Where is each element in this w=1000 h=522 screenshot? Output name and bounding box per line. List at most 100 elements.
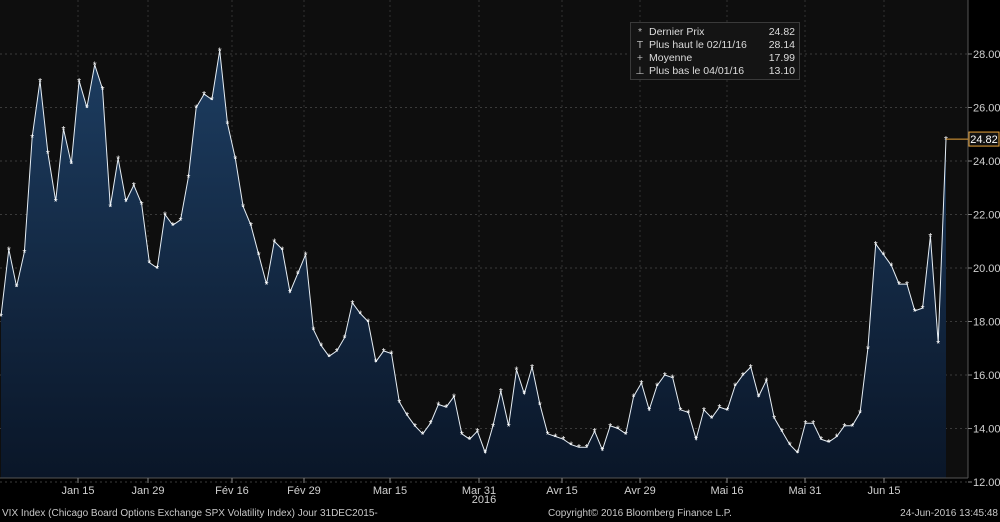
data-point-marker: *	[725, 406, 729, 417]
data-point-marker: *	[140, 200, 144, 211]
data-point-marker: *	[241, 202, 245, 213]
x-tick-label: Jun 15	[867, 485, 900, 497]
data-point-marker: *	[249, 221, 253, 232]
data-point-marker: *	[686, 408, 690, 419]
data-point-marker: *	[593, 427, 597, 438]
x-tick-label: Mai 16	[710, 485, 743, 497]
data-point-marker: *	[663, 371, 667, 382]
legend-row-high: T Plus haut le 02/11/16 28.14	[635, 39, 795, 51]
data-point-marker: *	[343, 334, 347, 345]
data-point-marker: *	[796, 449, 800, 460]
data-point-marker: *	[155, 264, 159, 275]
data-point-marker: *	[577, 443, 581, 454]
data-point-marker: *	[468, 435, 472, 446]
data-point-marker: *	[835, 433, 839, 444]
data-point-marker: *	[702, 406, 706, 417]
data-point-marker: *	[335, 347, 339, 358]
data-point-marker: *	[382, 347, 386, 358]
data-point-marker: *	[538, 400, 542, 411]
y-tick-label: 26.00	[973, 103, 1000, 115]
last-value-marker: 24.82	[946, 131, 1000, 147]
data-point-marker: *	[171, 221, 175, 232]
data-point-marker: *	[38, 77, 42, 88]
data-point-marker: *	[257, 251, 261, 262]
data-point-marker: *	[116, 154, 120, 165]
x-tick-label: Fév 29	[287, 485, 321, 497]
data-point-marker: *	[69, 160, 73, 171]
data-point-marker: *	[147, 259, 151, 270]
legend-label: Plus haut le 02/11/16	[649, 39, 747, 51]
data-point-marker: *	[327, 352, 331, 363]
legend-row-average: + Moyenne 17.99	[635, 52, 795, 64]
data-point-marker: *	[850, 422, 854, 433]
data-point-marker: *	[741, 371, 745, 382]
y-tick-label: 16.00	[973, 370, 1000, 382]
data-point-marker: *	[772, 414, 776, 425]
x-tick-label: Avr 15	[546, 485, 578, 497]
data-point-marker: *	[62, 125, 66, 136]
data-point-marker: *	[585, 443, 589, 454]
series-line	[0, 50, 947, 455]
data-point-marker: *	[30, 133, 34, 144]
data-point-marker: *	[780, 427, 784, 438]
last-value-box	[968, 131, 1000, 147]
legend-symbol: +	[636, 52, 644, 64]
last-value-label: 24.82	[970, 134, 998, 146]
legend-value: 24.82	[768, 26, 795, 38]
legend-row-last-price: * Dernier Prix 24.82	[635, 26, 795, 38]
data-point-marker: *	[483, 449, 487, 460]
data-point-marker: *	[108, 202, 112, 213]
y-tick-label: 20.00	[973, 263, 1000, 275]
footer-timestamp: 24-Jun-2016 13:45:48	[900, 508, 998, 519]
data-point-marker: *	[897, 280, 901, 291]
series-area-fill	[1, 50, 946, 479]
data-point-marker: *	[655, 382, 659, 393]
data-point-marker: *	[507, 422, 511, 433]
legend-label: Plus bas le 04/01/16	[649, 65, 745, 77]
data-point-marker: *	[124, 197, 128, 208]
data-point-marker: *	[101, 85, 105, 96]
data-point-marker: *	[7, 245, 11, 256]
data-point-marker: *	[569, 441, 573, 452]
data-point-marker: *	[600, 446, 604, 457]
data-point-marker: *	[405, 411, 409, 422]
legend-symbol: T	[636, 39, 644, 51]
data-point-marker: *	[179, 216, 183, 227]
data-point-marker: *	[858, 408, 862, 419]
data-point-marker: *	[366, 318, 370, 329]
data-point-marker: *	[226, 120, 230, 131]
data-point-marker: *	[499, 387, 503, 398]
data-point-marker: *	[93, 61, 97, 72]
data-point-marker: *	[554, 433, 558, 444]
chart-legend: * Dernier Prix 24.82 T Plus haut le 02/1…	[630, 22, 800, 80]
data-point-marker: *	[811, 419, 815, 430]
data-point-marker: *	[460, 430, 464, 441]
data-point-marker: *	[54, 197, 58, 208]
legend-label: Dernier Prix	[649, 26, 705, 38]
chart-footer: VIX Index (Chicago Board Options Exchang…	[0, 508, 1000, 522]
data-point-marker: *	[679, 406, 683, 417]
data-point-marker: *	[421, 430, 425, 441]
data-point-marker: *	[413, 422, 417, 433]
legend-symbol: *	[637, 26, 643, 38]
x-tick-label: Fév 16	[215, 485, 249, 497]
legend-value: 13.10	[768, 65, 795, 77]
footer-copyright: Copyright© 2016 Bloomberg Finance L.P.	[548, 508, 732, 519]
data-point-marker: *	[186, 173, 190, 184]
x-tick-label: Mar 15	[373, 485, 407, 497]
data-point-marker: *	[718, 403, 722, 414]
data-point-marker: *	[608, 422, 612, 433]
data-point-marker: *	[616, 425, 620, 436]
x-axis-ticks: Jan 15 Jan 29 Fév 16 Fév 29 Mar 15 Mar 31 Avr …	[61, 478, 901, 497]
data-point-marker: *	[210, 95, 214, 106]
x-tick-label: Jan 29	[131, 485, 164, 497]
legend-row-low: ⊥ Plus bas le 04/01/16 13.10	[635, 65, 795, 77]
data-point-marker: *	[218, 46, 222, 57]
data-point-marker: *	[764, 376, 768, 387]
data-point-marker: *	[632, 392, 636, 403]
data-point-marker: *	[304, 251, 308, 262]
y-tick-label: 18.00	[973, 317, 1000, 329]
series-points: * * * * * * * * * * * * * * * * * * * * * * * * * * * * * * * * * * * * * * * *…	[0, 46, 948, 459]
y-tick-label: 12.00	[973, 477, 1000, 489]
data-point-marker: *	[22, 248, 26, 259]
